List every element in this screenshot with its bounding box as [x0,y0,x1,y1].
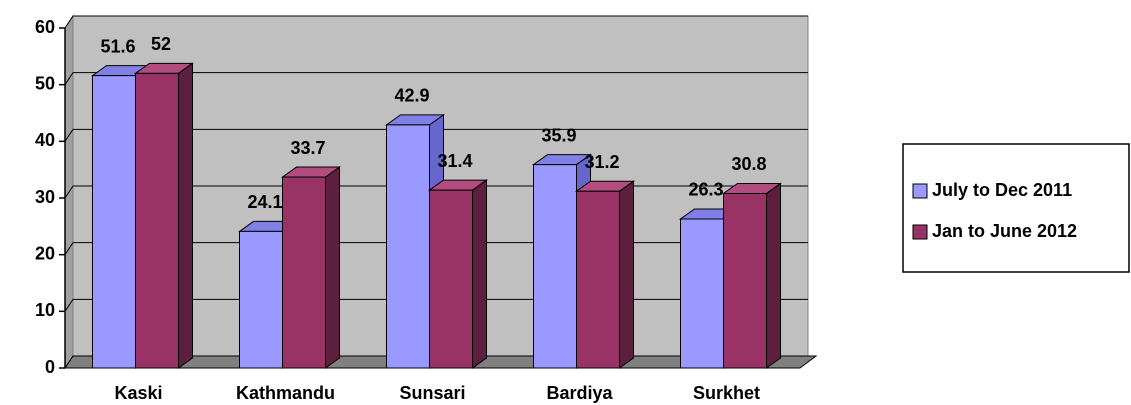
x-tick-label: Bardiya [546,383,613,403]
x-tick-label: Kathmandu [236,383,335,403]
legend-label: Jan to June 2012 [932,221,1077,241]
grid-line [64,128,808,142]
bar-face [680,218,724,369]
data-label: 31.2 [584,152,619,172]
bar-face [723,192,767,369]
bar-face [135,72,179,369]
grid-line [64,15,808,29]
data-label: 35.9 [541,125,576,145]
legend-swatch [912,224,928,240]
bar-face [766,182,781,369]
data-label: 51.6 [100,36,135,56]
bar [280,166,342,369]
bar-face [472,179,487,369]
bar-face [386,124,430,369]
y-tick-label: 10 [35,300,55,320]
y-tick-label: 20 [35,243,55,263]
grid-line [64,72,808,85]
bar-face [576,190,620,369]
legend-swatch [912,183,928,199]
bar [721,182,783,369]
data-label: 31.4 [437,151,472,171]
bar-face [325,166,340,369]
x-tick-label: Sunsari [399,383,465,403]
data-label: 30.8 [731,154,766,174]
bar [427,179,489,369]
x-tick-label: Kaski [114,383,162,403]
bar-face [92,75,136,369]
bar-face [619,180,634,369]
y-tick-label: 50 [35,73,55,93]
bar-face [282,176,326,369]
y-tick-label: 40 [35,130,55,150]
x-tick-label: Surkhet [693,383,760,403]
legend-label: July to Dec 2011 [932,180,1072,200]
legend-box [902,143,1130,273]
bar-face [429,189,473,369]
data-label: 26.3 [688,180,723,200]
y-tick-label: 0 [45,357,55,377]
data-label: 33.7 [290,138,325,158]
data-label: 42.9 [394,86,429,106]
bar-face [178,62,193,369]
bar [133,62,195,369]
bar [574,180,636,369]
bar-face [239,230,283,369]
y-tick-label: 30 [35,187,55,207]
y-tick-label: 60 [35,17,55,37]
data-label: 52 [151,34,171,54]
data-label: 24.1 [247,192,282,212]
bar-face [533,164,577,369]
